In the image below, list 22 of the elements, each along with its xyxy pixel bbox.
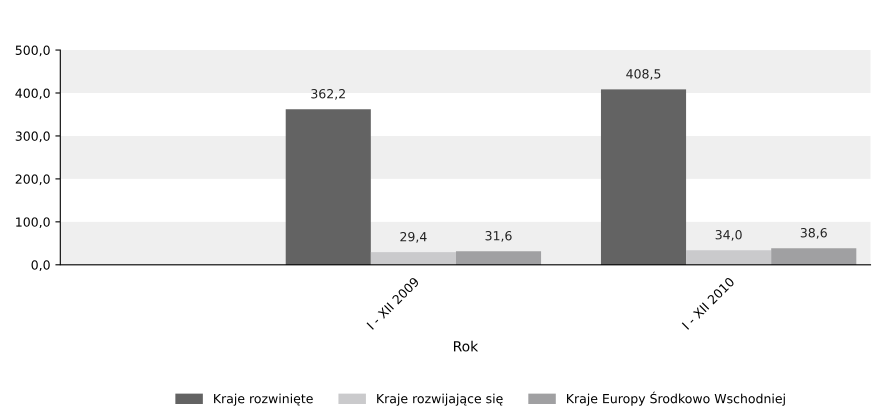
data-label: 31,6 — [486, 231, 512, 242]
y-tick-label: 100,0 — [16, 217, 50, 228]
bar — [600, 89, 686, 265]
data-label: 29,4 — [400, 232, 427, 243]
data-label: 38,6 — [800, 228, 827, 239]
legend-label: Kraje rozwinięte — [214, 394, 313, 406]
data-label: 408,5 — [626, 69, 660, 80]
y-tick-label: 400,0 — [15, 88, 50, 100]
bar — [286, 109, 371, 265]
y-tick-label: 0,0 — [32, 260, 50, 271]
data-label: 34,0 — [716, 230, 742, 241]
y-tick-label: 200,0 — [16, 174, 50, 186]
legend-label: Kraje Europy Środkowo Wschodniej — [567, 392, 785, 406]
bar — [686, 250, 772, 265]
y-tick-label: 300,0 — [16, 131, 50, 142]
bar — [456, 251, 542, 265]
bar — [771, 248, 856, 265]
x-axis-title: Rok — [454, 340, 478, 352]
legend-label: Kraje rozwijające się — [377, 394, 503, 406]
y-tick-label: 500,0 — [16, 46, 50, 56]
bar — [370, 252, 456, 265]
data-label: 362,2 — [311, 89, 345, 100]
